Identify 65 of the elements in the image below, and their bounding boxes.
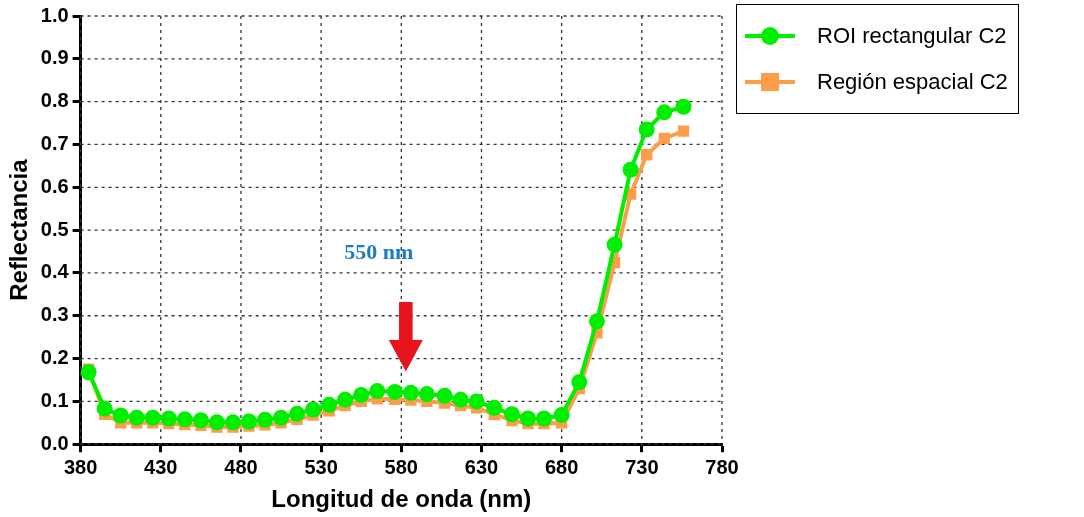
point	[144, 409, 161, 426]
point	[588, 313, 605, 330]
y-tick-label: 0.6	[40, 174, 69, 197]
point	[658, 132, 670, 145]
point	[192, 412, 209, 429]
point	[337, 391, 354, 408]
y-tick-label: 0.0	[40, 431, 69, 454]
x-tick-label: 780	[705, 455, 739, 478]
point	[675, 98, 692, 115]
x-tick-label: 530	[304, 455, 338, 478]
point	[640, 149, 653, 161]
point	[369, 383, 386, 400]
x-tick-label: 580	[384, 455, 418, 478]
x-tick-label: 430	[144, 455, 178, 478]
point	[321, 396, 338, 413]
point	[96, 400, 113, 417]
point	[656, 104, 673, 121]
point	[128, 409, 145, 426]
point	[257, 411, 273, 428]
point	[353, 386, 370, 403]
x-tick-label: 630	[464, 455, 499, 478]
legend-label: ROI rectangular C2	[817, 23, 1007, 49]
y-tick-label: 0.5	[40, 217, 69, 240]
point	[638, 121, 655, 138]
point	[519, 410, 536, 427]
point	[452, 391, 469, 408]
point	[468, 393, 485, 410]
y-axis-title: Reflectancia	[5, 158, 33, 301]
point	[503, 406, 520, 423]
x-axis-title: Longitud de onda (nm)	[271, 485, 532, 513]
point	[224, 414, 241, 431]
point	[208, 414, 225, 431]
y-tick-label: 0.1	[40, 388, 69, 411]
y-tick-label: 0.9	[40, 46, 69, 69]
point	[622, 161, 639, 178]
y-tick-label: 1.0	[40, 3, 69, 26]
point	[418, 386, 435, 403]
point	[176, 411, 193, 428]
point	[553, 407, 570, 424]
x-tick-label: 480	[224, 455, 258, 478]
point	[289, 405, 306, 422]
x-tick-label: 730	[625, 455, 659, 478]
point	[240, 413, 257, 430]
x-tick-label: 380	[63, 455, 98, 478]
point	[677, 125, 690, 137]
point	[386, 383, 403, 400]
point	[571, 374, 588, 391]
y-tick-label: 0.2	[40, 346, 69, 369]
y-tick-label: 0.4	[40, 260, 70, 283]
point	[112, 407, 129, 424]
annotation: 550 nm	[344, 238, 414, 265]
point	[305, 401, 322, 418]
point	[536, 410, 553, 427]
legend-label: Región espacial C2	[817, 69, 1008, 95]
x-tick-label: 680	[544, 455, 579, 478]
point	[486, 399, 503, 416]
point	[606, 236, 623, 253]
y-tick-label: 0.3	[40, 303, 69, 326]
point	[160, 410, 177, 427]
y-tick-label: 0.7	[40, 131, 69, 154]
point	[402, 384, 419, 401]
point	[273, 409, 290, 426]
point	[80, 364, 97, 381]
y-tick-label: 0.8	[40, 89, 69, 112]
point	[436, 387, 453, 404]
